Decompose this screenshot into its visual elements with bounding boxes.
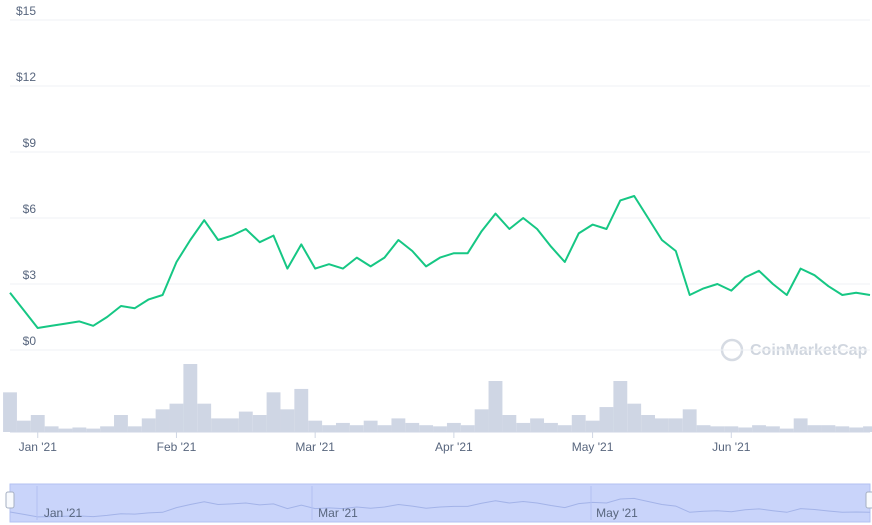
volume-bar <box>516 422 531 432</box>
x-tick-label: Mar '21 <box>295 440 335 454</box>
volume-bar <box>72 427 87 432</box>
volume-bar <box>391 418 406 432</box>
volume-bar <box>696 425 711 432</box>
volume-bar <box>363 420 378 432</box>
y-tick-label: $15 <box>16 4 36 18</box>
volume-bar <box>183 364 198 432</box>
volume-bar <box>710 426 725 432</box>
volume-bar <box>779 428 794 432</box>
y-tick-label: $3 <box>23 268 37 282</box>
volume-bar <box>169 403 184 432</box>
volume-bar <box>86 428 101 432</box>
watermark-text: CoinMarketCap <box>750 342 868 359</box>
volume-bar <box>3 392 17 432</box>
volume-bar <box>571 415 586 432</box>
volume-bar <box>724 426 739 432</box>
volume-bar <box>294 388 309 432</box>
volume-bar <box>821 425 836 432</box>
volume-bar <box>502 415 517 432</box>
x-tick-label: Jan '21 <box>19 440 58 454</box>
volume-bar <box>377 425 392 432</box>
volume-bar <box>349 425 364 432</box>
volume-bar <box>155 409 170 432</box>
volume-bar <box>252 415 267 432</box>
y-tick-label: $0 <box>23 334 37 348</box>
volume-bar <box>807 425 822 432</box>
volume-bar <box>793 418 808 432</box>
volume-bar <box>682 409 697 432</box>
volume-bar <box>613 381 628 432</box>
volume-bar <box>557 425 572 432</box>
volume-bar <box>765 426 780 432</box>
volume-bar <box>474 409 489 432</box>
volume-bar <box>849 427 864 432</box>
navigator-handle[interactable] <box>865 491 872 509</box>
volume-bar <box>627 403 642 432</box>
volume-bar <box>322 425 336 432</box>
y-tick-label: $9 <box>23 136 37 150</box>
x-tick-label: Jun '21 <box>712 440 751 454</box>
navigator[interactable] <box>9 483 871 523</box>
volume-bar <box>655 418 669 432</box>
volume-bar <box>211 418 225 432</box>
volume-bar <box>530 418 545 432</box>
volume-bar <box>238 411 253 432</box>
navigator-handle[interactable] <box>5 491 15 509</box>
volume-bar <box>16 420 31 432</box>
volume-bar <box>738 427 753 432</box>
volume-bar <box>641 415 655 432</box>
volume-bar <box>585 420 600 432</box>
volume-bar <box>308 420 323 432</box>
x-tick-label: May '21 <box>572 440 614 454</box>
volume-bar <box>433 426 447 432</box>
volume-bar <box>446 422 461 432</box>
volume-bar <box>30 415 45 432</box>
x-tick-label: Apr '21 <box>435 440 473 454</box>
y-tick-label: $12 <box>16 70 36 84</box>
volume-bar <box>197 403 212 432</box>
navigator-line <box>9 497 871 518</box>
navigator-label: Mar '21 <box>318 506 358 520</box>
volume-bar <box>100 426 115 432</box>
volume-bar <box>863 426 872 432</box>
navigator-label: Jan '21 <box>44 506 83 520</box>
volume-bar <box>335 422 350 432</box>
volume-bar <box>460 425 475 432</box>
x-tick-label: Feb '21 <box>157 440 197 454</box>
volume-bar <box>280 409 295 432</box>
volume-bar <box>752 425 766 432</box>
y-tick-label: $6 <box>23 202 37 216</box>
volume-bar <box>668 418 683 432</box>
volume-bar <box>266 392 281 432</box>
volume-bar <box>419 425 434 432</box>
navigator-label: May '21 <box>596 506 638 520</box>
volume-bar <box>114 415 128 432</box>
price-line <box>9 195 871 329</box>
volume-bar <box>225 418 239 432</box>
volume-bar <box>599 407 614 432</box>
volume-bar <box>544 422 558 432</box>
volume-bar <box>488 381 503 432</box>
volume-bar <box>141 418 156 432</box>
volume-bar <box>127 426 142 432</box>
volume-bar <box>405 422 420 432</box>
volume-bar <box>835 426 850 432</box>
volume-bar <box>58 428 73 432</box>
volume-bar <box>44 426 59 432</box>
